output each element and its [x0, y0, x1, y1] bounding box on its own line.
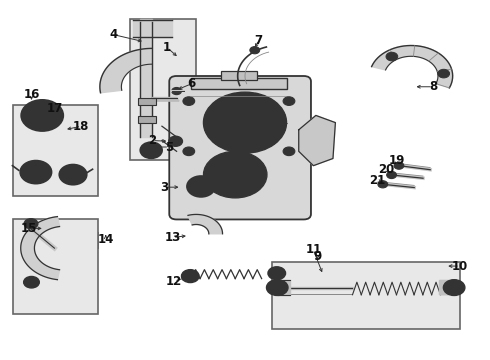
Circle shape	[252, 48, 257, 52]
Circle shape	[394, 162, 404, 169]
Text: 15: 15	[21, 222, 37, 235]
Circle shape	[181, 270, 199, 283]
Circle shape	[268, 267, 286, 280]
Circle shape	[438, 69, 449, 78]
Circle shape	[378, 181, 388, 188]
Text: 5: 5	[165, 140, 173, 153]
Circle shape	[448, 283, 460, 292]
Text: 7: 7	[255, 33, 263, 47]
Text: 21: 21	[369, 174, 385, 186]
Polygon shape	[21, 217, 60, 280]
Bar	[13, 105, 98, 196]
Text: 4: 4	[110, 28, 118, 41]
Polygon shape	[188, 215, 222, 234]
Text: 19: 19	[388, 154, 405, 167]
Polygon shape	[100, 48, 152, 93]
Text: 16: 16	[24, 88, 40, 101]
Bar	[191, 78, 287, 89]
Text: 9: 9	[313, 249, 321, 262]
Circle shape	[172, 139, 179, 144]
Polygon shape	[371, 45, 453, 88]
Circle shape	[20, 161, 51, 184]
Circle shape	[228, 110, 262, 135]
Circle shape	[24, 219, 38, 229]
Circle shape	[27, 166, 45, 179]
Circle shape	[145, 145, 158, 155]
Circle shape	[236, 116, 254, 129]
Bar	[130, 19, 196, 160]
Text: 2: 2	[148, 134, 156, 147]
Circle shape	[193, 181, 209, 192]
Bar	[138, 116, 156, 123]
Circle shape	[228, 169, 243, 180]
Circle shape	[208, 96, 282, 149]
Polygon shape	[152, 98, 179, 101]
Bar	[138, 98, 156, 105]
Text: 10: 10	[452, 260, 468, 273]
Circle shape	[203, 92, 287, 153]
Circle shape	[203, 151, 267, 198]
Circle shape	[183, 147, 195, 156]
Bar	[13, 220, 98, 315]
Text: 12: 12	[166, 275, 182, 288]
Circle shape	[27, 221, 34, 226]
Bar	[220, 71, 257, 80]
Polygon shape	[133, 21, 172, 37]
Circle shape	[183, 97, 195, 105]
Circle shape	[283, 97, 295, 105]
Circle shape	[141, 142, 162, 158]
Circle shape	[387, 171, 396, 179]
Circle shape	[271, 283, 283, 292]
Circle shape	[27, 105, 57, 126]
Text: 14: 14	[98, 233, 114, 246]
Circle shape	[210, 156, 261, 193]
Circle shape	[172, 87, 181, 95]
Text: 11: 11	[305, 243, 321, 256]
Polygon shape	[140, 19, 152, 137]
Text: 13: 13	[165, 231, 181, 244]
Circle shape	[250, 46, 260, 54]
Text: 18: 18	[73, 120, 90, 133]
Bar	[272, 262, 460, 329]
Text: 1: 1	[163, 41, 171, 54]
Text: 20: 20	[379, 163, 395, 176]
Circle shape	[169, 136, 182, 146]
Circle shape	[65, 169, 81, 180]
Polygon shape	[278, 280, 290, 295]
Circle shape	[27, 279, 36, 285]
Circle shape	[218, 103, 272, 142]
Circle shape	[22, 100, 63, 131]
FancyBboxPatch shape	[169, 76, 311, 220]
Text: 6: 6	[187, 77, 196, 90]
Circle shape	[443, 280, 465, 296]
Text: 8: 8	[429, 80, 437, 93]
Circle shape	[59, 165, 87, 185]
Polygon shape	[440, 280, 453, 295]
Circle shape	[187, 176, 215, 197]
Circle shape	[267, 280, 288, 296]
Circle shape	[386, 52, 398, 61]
Circle shape	[24, 276, 39, 288]
Text: 17: 17	[47, 102, 63, 115]
Text: 3: 3	[160, 181, 169, 194]
Circle shape	[220, 163, 251, 186]
Circle shape	[283, 147, 295, 156]
Polygon shape	[299, 116, 335, 166]
